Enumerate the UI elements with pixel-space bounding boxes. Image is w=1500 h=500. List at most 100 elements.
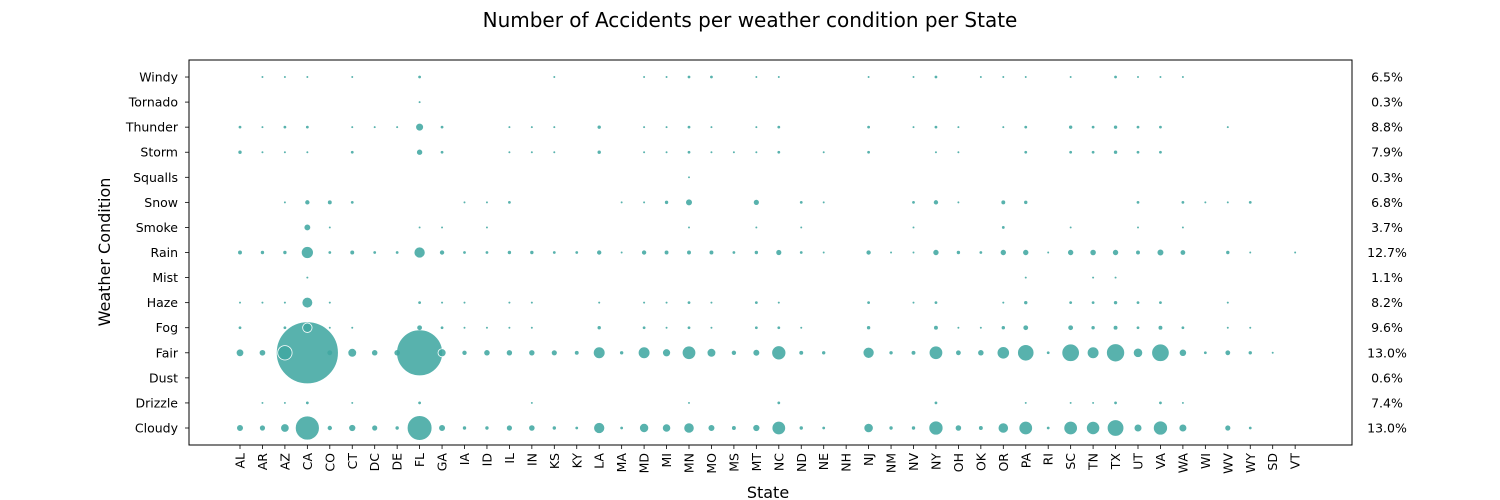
point-fl-cloudy — [406, 415, 433, 441]
point-ct-fair — [347, 348, 358, 358]
point-ut-rain — [1136, 250, 1140, 255]
point-ca-windy — [306, 76, 309, 78]
point-va-haze — [1159, 301, 1162, 305]
point-ma-snow — [620, 201, 623, 204]
point-ct-cloudy — [348, 424, 357, 432]
point-in-fog — [530, 326, 533, 329]
chart-title: Number of Accidents per weather conditio… — [483, 8, 1018, 32]
point-mn-snow — [685, 198, 693, 207]
point-md-haze — [643, 301, 646, 304]
point-wa-fog — [1181, 326, 1185, 330]
point-ar-cloudy — [259, 425, 266, 431]
x-tick-label-tn: TN — [1086, 453, 1101, 471]
point-wv-cloudy — [1225, 425, 1231, 431]
point-ks-storm — [553, 151, 556, 154]
point-ny-thunder — [934, 125, 938, 129]
point-ne-storm — [822, 151, 825, 154]
point-pa-fog — [1023, 325, 1029, 331]
x-tick-label-mo: MO — [704, 453, 719, 474]
point-oh-thunder — [957, 126, 960, 129]
pct-label-rain: 12.7% — [1367, 245, 1407, 260]
point-mi-haze — [665, 301, 668, 304]
point-nc-fair — [771, 345, 787, 361]
x-tick-label-ga: GA — [435, 453, 450, 472]
point-mn-squalls — [688, 176, 690, 179]
point-pa-cloudy — [1018, 420, 1033, 436]
point-nv-rain — [912, 251, 915, 254]
point-va-windy — [1159, 76, 1162, 78]
y-tick-label-thunder: Thunder — [125, 120, 179, 135]
x-tick-label-in: IN — [524, 453, 539, 466]
point-or-rain — [999, 249, 1007, 257]
point-or-fog — [1001, 326, 1005, 330]
x-tick-label-nj: NJ — [861, 453, 876, 466]
x-tick-labels: AL AR AZ CA CO CT DC DE FL GA IA ID IL IN KS KY LA MA MD MI… — [233, 445, 1303, 474]
x-tick-label-il: IL — [502, 453, 517, 464]
y-tick-label-squalls: Squalls — [133, 170, 178, 185]
point-md-thunder — [643, 126, 646, 129]
point-ar-drizzle — [261, 401, 264, 404]
x-tick-label-sc: SC — [1063, 453, 1078, 470]
point-ny-cloudy — [928, 420, 944, 436]
point-mt-fog — [754, 326, 758, 330]
point-ri-rain — [1047, 251, 1050, 254]
point-al-haze — [239, 301, 241, 304]
y-tick-label-windy: Windy — [139, 70, 178, 85]
point-pa-windy — [1024, 76, 1027, 78]
y-axis-label: Weather Condition — [95, 178, 114, 327]
pct-label-storm: 7.9% — [1371, 145, 1403, 160]
point-mi-thunder — [665, 126, 668, 129]
point-tx-mist — [1114, 276, 1117, 279]
point-ny-drizzle — [934, 401, 938, 405]
point-mo-thunder — [710, 126, 713, 129]
y-tick-label-fog: Fog — [156, 320, 178, 335]
point-wv-fair — [1225, 350, 1231, 356]
x-tick-label-ky: KY — [569, 453, 584, 469]
pct-label-haze: 8.2% — [1371, 295, 1403, 310]
point-ut-fair — [1132, 347, 1144, 358]
point-fl-windy — [418, 75, 421, 79]
point-ca-thunder — [305, 125, 309, 129]
point-md-snow — [643, 201, 646, 204]
point-mi-cloudy — [661, 423, 672, 433]
point-ia-snow — [463, 201, 466, 204]
point-ms-storm — [732, 151, 735, 154]
point-ca-haze — [301, 296, 314, 309]
point-mi-rain — [664, 250, 669, 255]
point-ny-windy — [934, 75, 938, 79]
point-ut-storm — [1136, 150, 1140, 154]
point-ca-storm — [306, 151, 309, 154]
point-sc-windy — [1069, 76, 1072, 78]
x-tick-label-mt: MT — [749, 453, 764, 472]
point-ky-rain — [575, 251, 579, 254]
point-ca-fair — [275, 321, 339, 385]
point-fl-haze — [418, 301, 421, 305]
point-tn-thunder — [1091, 125, 1095, 129]
percentage-labels: 13.0% 7.4% 0.6% 13.0% 9.6% 8.2% 1.1% 12.7% 3.7% 6… — [1367, 70, 1407, 436]
x-tick-label-nc: NC — [771, 453, 786, 471]
point-nc-rain — [776, 249, 782, 256]
point-la-fog — [597, 326, 601, 330]
point-de-thunder — [396, 126, 399, 129]
x-tick-label-ok: OK — [973, 452, 988, 471]
point-co-haze — [328, 301, 331, 304]
point-mo-windy — [710, 75, 713, 79]
x-tick-label-nh: NH — [839, 453, 854, 472]
point-wy-fair — [1248, 351, 1252, 355]
point-ut-smoke — [1137, 226, 1139, 229]
point-or-haze — [1002, 301, 1005, 304]
point-fl-storm — [416, 148, 424, 156]
point-in-thunder — [530, 126, 533, 129]
point-ny-haze — [934, 301, 938, 305]
point-tn-fog — [1091, 326, 1095, 330]
point-ia-rain — [463, 251, 466, 254]
point-ct-fog — [351, 326, 354, 329]
x-tick-label-wi: WI — [1198, 453, 1213, 469]
point-ar-storm — [261, 151, 264, 154]
point-in-fair — [528, 349, 536, 357]
point-wy-cloudy — [1248, 426, 1252, 430]
point-la-haze — [598, 301, 601, 304]
point-az-storm — [283, 151, 286, 154]
point-il-fog — [508, 326, 511, 329]
point-la-fair — [592, 346, 606, 360]
